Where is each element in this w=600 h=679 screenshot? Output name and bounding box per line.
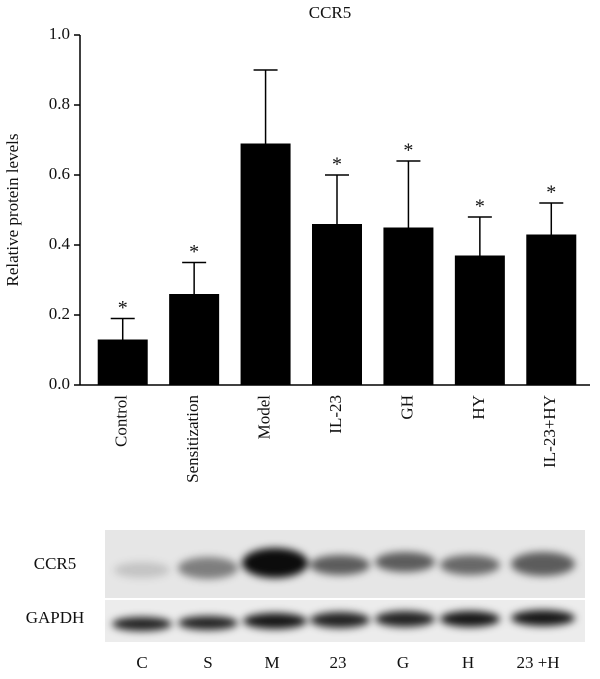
significance-mark: * xyxy=(546,182,556,204)
y-axis-label: Relative protein levels xyxy=(3,134,22,287)
band xyxy=(375,552,435,572)
significance-mark: * xyxy=(403,140,413,162)
band xyxy=(511,552,575,576)
blot-lane-label: S xyxy=(203,653,212,672)
band xyxy=(440,611,500,627)
y-tick-label: 0.0 xyxy=(49,374,70,393)
bar xyxy=(240,143,291,385)
blot-row-label: GAPDH xyxy=(26,608,85,627)
band xyxy=(242,548,308,578)
band xyxy=(243,613,307,629)
significance-mark: * xyxy=(189,241,199,263)
y-tick-label: 0.4 xyxy=(49,234,71,253)
y-tick-label: 0.6 xyxy=(49,164,70,183)
band xyxy=(178,557,238,579)
band xyxy=(375,611,435,627)
significance-mark: * xyxy=(332,154,342,176)
y-tick-label: 0.2 xyxy=(49,304,70,323)
bar xyxy=(526,234,577,385)
significance-mark: * xyxy=(475,196,485,218)
significance-mark: * xyxy=(118,297,128,319)
blot-row-label: CCR5 xyxy=(34,554,77,573)
y-tick-label: 0.8 xyxy=(49,94,70,113)
x-tick-label: HY xyxy=(469,395,488,420)
y-tick-label: 1.0 xyxy=(49,24,70,43)
blot-lane-label: H xyxy=(462,653,474,672)
x-tick-label: IL-23 xyxy=(326,395,345,434)
x-tick-label: Model xyxy=(254,395,273,440)
blot-lane-label: 23 +H xyxy=(516,653,559,672)
x-tick-label: IL-23+HY xyxy=(540,395,559,468)
blot-lane-label: 23 xyxy=(330,653,347,672)
band xyxy=(114,562,170,578)
band xyxy=(112,617,172,631)
bar xyxy=(454,255,505,385)
bar xyxy=(383,227,434,385)
x-tick-label: GH xyxy=(397,395,416,420)
x-tick-label: Control xyxy=(112,395,131,447)
band xyxy=(511,610,575,626)
blot-image xyxy=(105,530,585,642)
band xyxy=(440,555,500,575)
bar xyxy=(312,224,362,385)
blot-lane-label: M xyxy=(264,653,279,672)
band xyxy=(310,612,370,628)
blot-lane-label: G xyxy=(397,653,409,672)
chart-title: CCR5 xyxy=(309,3,352,22)
blot-lane-label: C xyxy=(136,653,147,672)
band xyxy=(310,555,370,575)
bar xyxy=(97,339,148,385)
bar xyxy=(169,294,220,385)
band xyxy=(178,616,238,630)
x-tick-label: Sensitization xyxy=(183,395,202,483)
